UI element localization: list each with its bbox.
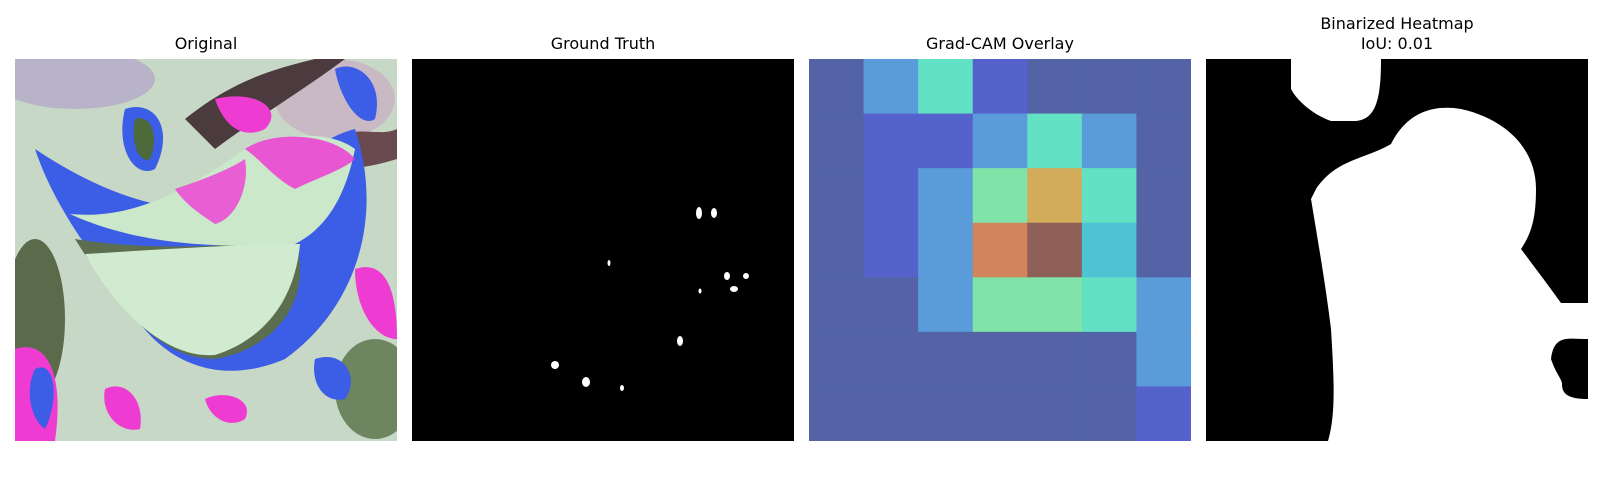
heatmap-cell-r2-c4	[1027, 168, 1083, 224]
heatmap-cell-r4-c1	[863, 277, 919, 333]
heatmap-cell-r3-c2	[918, 222, 974, 278]
ground-truth-mask	[412, 59, 794, 441]
heatmap-cell-r0-c6	[1136, 59, 1191, 115]
heatmap-cell-r1-c3	[972, 113, 1028, 169]
original-title: Original	[174, 34, 238, 53]
heatmap-cell-r4-c5	[1081, 277, 1137, 333]
heatmap-cell-r3-c6	[1136, 222, 1191, 278]
heatmap-cell-r0-c4	[1027, 59, 1083, 115]
heatmap-cell-r4-c0	[809, 277, 865, 333]
heatmap-cell-r5-c5	[1081, 331, 1137, 387]
binarized-mask	[1206, 59, 1588, 441]
heatmap-cell-r5-c6	[1136, 331, 1191, 387]
heatmap-cell-r3-c4	[1027, 222, 1083, 278]
heatmap-cell-r4-c2	[918, 277, 974, 333]
heatmap-cell-r1-c6	[1136, 113, 1191, 169]
heatmap-cell-r6-c5	[1081, 386, 1137, 441]
heatmap-cell-r2-c3	[972, 168, 1028, 224]
gradcam-heatmap	[809, 59, 1191, 441]
heatmap-cell-r4-c6	[1136, 277, 1191, 333]
gradcam-title: Grad-CAM Overlay	[926, 34, 1074, 53]
heatmap-cell-r3-c1	[863, 222, 919, 278]
heatmap-cell-r6-c0	[809, 386, 865, 441]
heatmap-cell-r3-c0	[809, 222, 865, 278]
heatmap-cell-r6-c2	[918, 386, 974, 441]
heatmap-cell-r0-c3	[972, 59, 1028, 115]
heatmap-cell-r3-c5	[1081, 222, 1137, 278]
heatmap-cell-r6-c4	[1027, 386, 1083, 441]
heatmap-cell-r1-c2	[918, 113, 974, 169]
heatmap-cell-r2-c1	[863, 168, 919, 224]
heatmap-cell-r4-c3	[972, 277, 1028, 333]
gradcam-heatmap-svg	[809, 59, 1191, 441]
heatmap-cell-r6-c1	[863, 386, 919, 441]
heatmap-cell-r1-c0	[809, 113, 865, 169]
ground-truth-title: Ground Truth	[550, 34, 656, 53]
heatmap-cell-r0-c0	[809, 59, 865, 115]
heatmap-cell-r0-c1	[863, 59, 919, 115]
heatmap-cell-r0-c2	[918, 59, 974, 115]
heatmap-cell-r1-c5	[1081, 113, 1137, 169]
heatmap-cell-r1-c1	[863, 113, 919, 169]
heatmap-cell-r2-c2	[918, 168, 974, 224]
heatmap-cell-r5-c4	[1027, 331, 1083, 387]
heatmap-cell-r6-c3	[972, 386, 1028, 441]
heatmap-cell-r1-c4	[1027, 113, 1083, 169]
heatmap-cell-r2-c5	[1081, 168, 1137, 224]
heatmap-cell-r0-c5	[1081, 59, 1137, 115]
heatmap-cell-r5-c2	[918, 331, 974, 387]
heatmap-cell-r5-c3	[972, 331, 1028, 387]
heatmap-cell-r3-c3	[972, 222, 1028, 278]
iou-label: IoU: 0.01	[1360, 34, 1434, 53]
heatmap-cell-r4-c4	[1027, 277, 1083, 333]
original-image	[15, 59, 397, 441]
heatmap-cell-r6-c6	[1136, 386, 1191, 441]
heatmap-cell-r5-c1	[863, 331, 919, 387]
heatmap-cell-r2-c0	[809, 168, 865, 224]
heatmap-cell-r2-c6	[1136, 168, 1191, 224]
binarized-title: Binarized Heatmap	[1320, 14, 1474, 33]
heatmap-cell-r5-c0	[809, 331, 865, 387]
